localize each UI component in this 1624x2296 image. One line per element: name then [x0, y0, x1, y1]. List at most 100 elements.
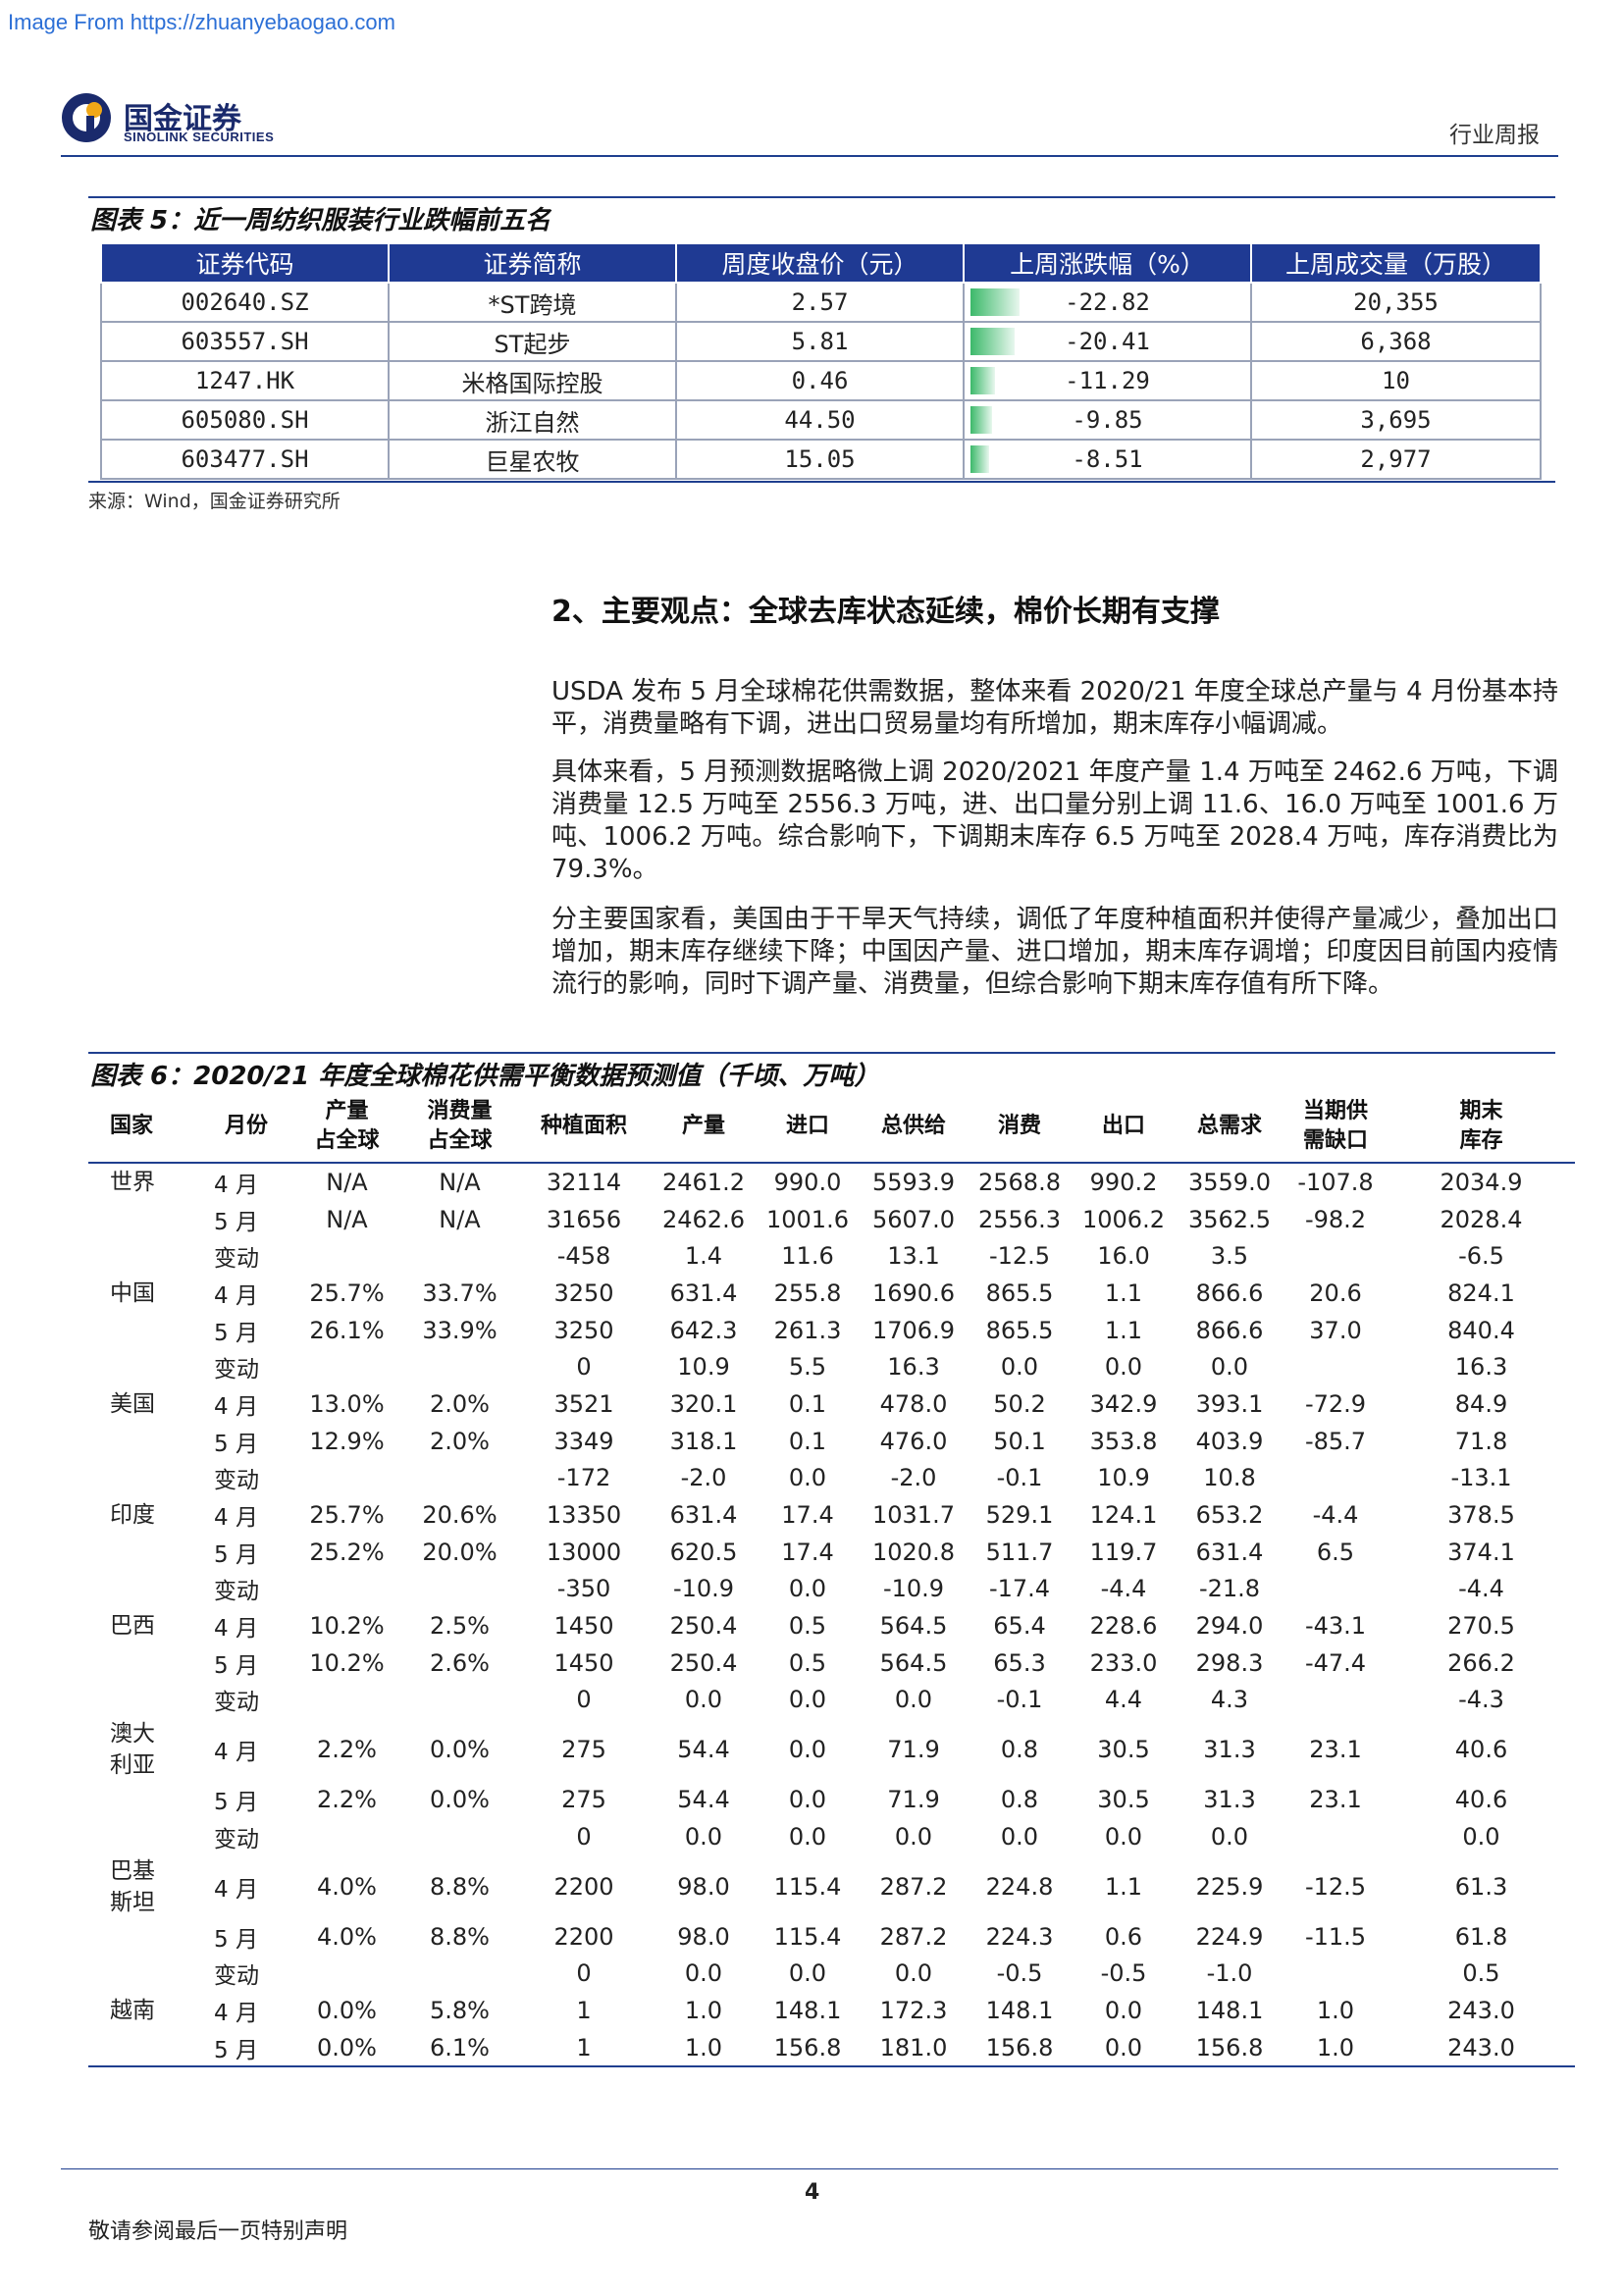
- table-cell: 2568.8: [978, 1168, 1061, 1196]
- table-cell: -172: [556, 1464, 611, 1492]
- table-cell: 54.4: [677, 1736, 730, 1764]
- cell-close-price: 44.50: [675, 399, 965, 441]
- table-cell: 5.8%: [430, 1996, 490, 2024]
- table-cell: 31.3: [1203, 1736, 1256, 1764]
- cell-weekly-change: -11.29: [963, 360, 1252, 401]
- table-cell: 374.1: [1447, 1538, 1515, 1566]
- col-header-name: 证券简称: [388, 242, 677, 284]
- cell-month: 5 月: [214, 1431, 258, 1457]
- table-cell: 16.3: [1454, 1353, 1508, 1382]
- table-cell: 30.5: [1097, 1736, 1150, 1764]
- cell-close-price: 0.46: [675, 360, 965, 401]
- table-cell: 0.0: [894, 1686, 933, 1714]
- table-cell: 1.4: [684, 1242, 723, 1271]
- cell-country: 巴基 斯坦: [110, 1857, 155, 1915]
- table-cell: 476.0: [879, 1427, 948, 1455]
- table-cell: 1: [516, 2028, 652, 2068]
- table-row: 变动 0 10.9 5.5 16.3 0.0 0.0 0.0 16.3: [88, 1348, 1575, 1385]
- table-cell: [1283, 1237, 1388, 1275]
- cell-month: 4 月: [214, 1505, 258, 1532]
- table-cell: 564.5: [879, 1648, 948, 1677]
- table-row: 变动 0 0.0 0.0 0.0 -0.1 4.4 4.3 -4.3: [88, 1682, 1575, 1719]
- table-cell: 71.9: [887, 1736, 940, 1764]
- table-cell: 31656: [546, 1205, 622, 1233]
- cell-country: 澳大 利亚: [110, 1721, 155, 1779]
- table-cell: 287.2: [879, 1922, 948, 1951]
- table-cell: 13000: [546, 1538, 622, 1566]
- cell-volume: 6,368: [1250, 321, 1542, 362]
- table-cell: 1.1: [1104, 1278, 1143, 1307]
- table-row: 变动 -350 -10.9 0.0 -10.9 -17.4 -4.4 -21.8 -4.4: [88, 1571, 1575, 1608]
- table-cell: 10.9: [677, 1353, 730, 1382]
- table-cell: 0.6: [1104, 1922, 1143, 1951]
- table-cell: 10.9: [1097, 1464, 1150, 1492]
- cell-close-price: 2.57: [675, 282, 965, 323]
- table-cell: 2461.2: [662, 1168, 745, 1196]
- table-cell: 294.0: [1195, 1612, 1264, 1641]
- table-cell: 172.3: [879, 1996, 948, 2024]
- table-cell: 20.6: [1309, 1278, 1362, 1307]
- table-cell: -10.9: [672, 1575, 735, 1603]
- table-cell: [1283, 1818, 1388, 1855]
- table-cell: [403, 1682, 516, 1719]
- table-cell: 631.4: [669, 1278, 738, 1307]
- table-cell: 1.0: [684, 1996, 723, 2024]
- table-cell: 3559.0: [1188, 1168, 1271, 1196]
- cell-country: [88, 1682, 202, 1719]
- table-cell: 4.0%: [317, 1922, 377, 1951]
- table-cell: 224.8: [985, 1872, 1054, 1901]
- page-number: 4: [805, 2180, 820, 2205]
- cell-month: 5 月: [214, 1926, 258, 1953]
- cell-country: 巴西: [110, 1613, 155, 1640]
- table-cell: 4.0%: [317, 1872, 377, 1901]
- cell-country: [88, 1644, 202, 1682]
- table-row: 5 月 26.1% 33.9% 3250 642.3 261.3 1706.9 865.5 1.…: [88, 1312, 1575, 1349]
- table-cell: 866.6: [1195, 1316, 1264, 1344]
- table-cell: 13.0%: [309, 1389, 385, 1418]
- table-cell: 20.6%: [422, 1501, 498, 1530]
- table-cell: 1006.2: [1082, 1205, 1165, 1233]
- cell-month: 5 月: [214, 1320, 258, 1346]
- table-row: 巴基 斯坦 4 月 4.0% 8.8% 2200 98.0 115.4 287.2 224.8 1…: [88, 1855, 1575, 1918]
- table-cell: 115.4: [773, 1872, 842, 1901]
- cell-country: [88, 1534, 202, 1571]
- table-cell: 23.1: [1309, 1786, 1362, 1814]
- table-row: 5 月 10.2% 2.6% 1450 250.4 0.5 564.5 65.3 233.0 29…: [88, 1644, 1575, 1682]
- cell-security-code: 1247.HK: [100, 360, 390, 401]
- table-cell: 0.0: [1462, 1822, 1500, 1851]
- cell-volume: 20,355: [1250, 282, 1542, 323]
- cell-month: 4 月: [214, 1282, 258, 1309]
- table-cell: 65.3: [993, 1648, 1046, 1677]
- table-cell: 32114: [546, 1168, 622, 1196]
- paragraph-3: 分主要国家看，美国由于干旱天气持续，调低了年度种植面积并使得产量减少，叠加出口增…: [551, 905, 1558, 999]
- table-cell: -458: [556, 1242, 611, 1271]
- table-cell: -17.4: [988, 1575, 1051, 1603]
- table-cell: 13.1: [887, 1242, 940, 1271]
- table-cell: [290, 1348, 403, 1385]
- table-cell: [290, 1682, 403, 1719]
- table-cell: 228.6: [1089, 1612, 1158, 1641]
- table-cell: 620.5: [669, 1538, 738, 1566]
- table-cell: 54.4: [677, 1786, 730, 1814]
- cell-month: 5 月: [214, 1541, 258, 1568]
- table-row: 越南 4 月 0.0% 5.8% 1 1.0 148.1 172.3 148.1 0.0 148.1…: [88, 1992, 1575, 2029]
- table-cell: 378.5: [1447, 1501, 1515, 1530]
- table-cell: 0.0: [1072, 2028, 1176, 2068]
- table-cell: 275: [561, 1786, 606, 1814]
- table-cell: [403, 1348, 516, 1385]
- report-type-label: 行业周报: [1449, 123, 1540, 148]
- table-cell: N/A: [439, 1205, 481, 1233]
- table-cell: [403, 1571, 516, 1608]
- cell-month: 4 月: [214, 1876, 258, 1903]
- table-cell: 0.0: [1210, 1822, 1249, 1851]
- cell-month: 4 月: [214, 2000, 258, 2026]
- table-cell: 3.5: [1210, 1242, 1249, 1271]
- table-cell: 16.3: [887, 1353, 940, 1382]
- table-cell: 631.4: [1195, 1538, 1264, 1566]
- table-cell: -4.4: [1458, 1575, 1504, 1603]
- table-row: 5 月 2.2% 0.0% 275 54.4 0.0 71.9 0.8 30.5 31.3 23.1…: [88, 1781, 1575, 1818]
- table-row: 5 月 12.9% 2.0% 3349 318.1 0.1 476.0 50.1 353.8 40…: [88, 1423, 1575, 1460]
- table-cell: 10.8: [1203, 1464, 1256, 1492]
- table-cell: [403, 1818, 516, 1855]
- table-cell: 1: [576, 1996, 592, 2024]
